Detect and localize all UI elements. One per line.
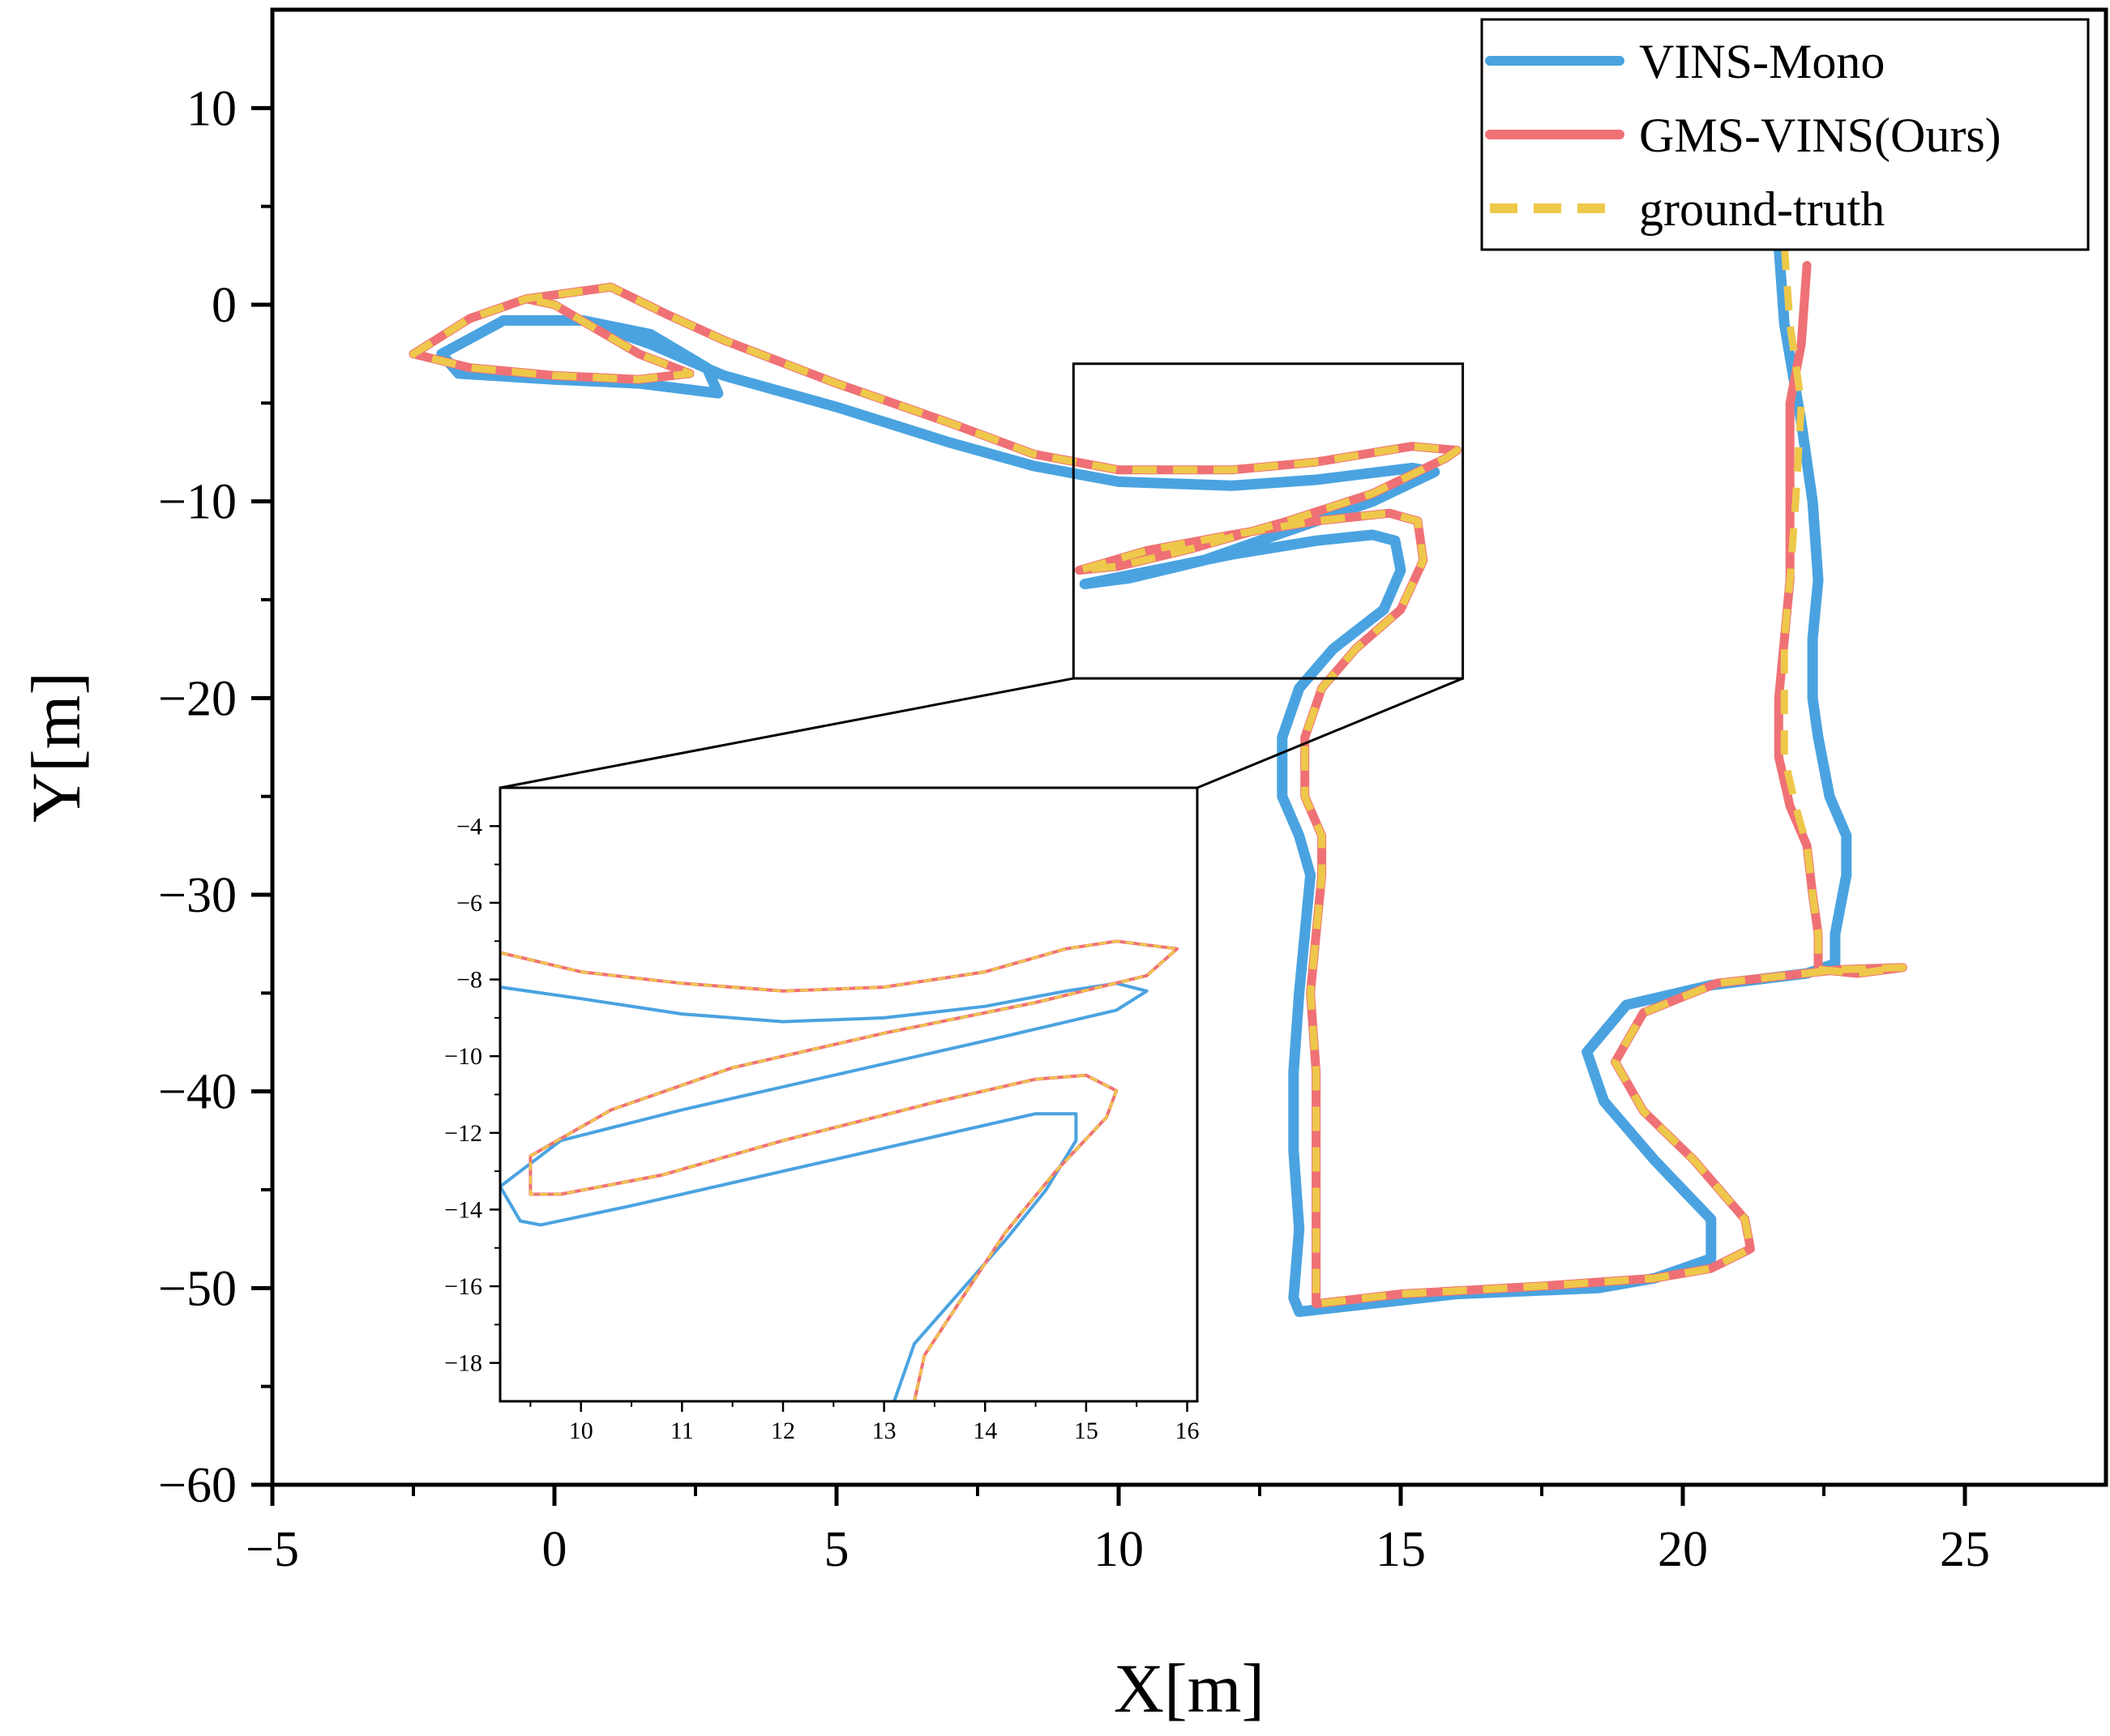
inset-y-tick-label: −10 <box>444 1043 482 1070</box>
inset-plot-lines <box>500 939 1179 1401</box>
inset-x-tick-label: 16 <box>1175 1417 1200 1444</box>
x-axis-title: X[m] <box>1114 1649 1265 1727</box>
legend-label-ground-truth: ground-truth <box>1639 182 1885 236</box>
inset-y-tick-label: −16 <box>444 1273 482 1300</box>
inset-y-tick-label: −14 <box>444 1196 482 1223</box>
inset-background <box>500 788 1197 1401</box>
y-tick-label: 10 <box>186 81 237 136</box>
inset-y-tick-label: −18 <box>444 1350 482 1377</box>
inset-x-tick-label: 12 <box>771 1417 795 1444</box>
inset-x-tick-label: 10 <box>569 1417 593 1444</box>
inset-series-ground-truth <box>500 939 1179 1401</box>
zoom-indicator <box>499 362 1465 789</box>
legend: VINS-Mono GMS-VINS(Ours) ground-truth <box>1480 18 2090 251</box>
zoom-connector-right <box>1196 677 1464 789</box>
inset-x-tick-label: 14 <box>973 1417 997 1444</box>
main-series-vins-mono <box>436 240 1852 1317</box>
x-tick-label: 25 <box>1940 1522 1990 1577</box>
legend-label-gms-vins: GMS-VINS(Ours) <box>1639 109 2001 162</box>
y-tick-label: −40 <box>158 1065 237 1120</box>
inset-x-tick-label: 15 <box>1074 1417 1098 1444</box>
inset-y-tick-label: −6 <box>456 890 482 917</box>
zoom-box <box>1072 362 1465 680</box>
legend-label-vins-mono: VINS-Mono <box>1639 35 1885 88</box>
plot-frame <box>270 7 2108 1487</box>
y-tick-label: −20 <box>158 671 237 726</box>
y-tick-label: 0 <box>212 278 237 333</box>
zoom-connector-left <box>499 677 1074 789</box>
inset-y-tick-label: −4 <box>456 813 482 840</box>
inset-y-tick-label: −12 <box>444 1120 482 1147</box>
y-tick-label: −50 <box>158 1261 237 1316</box>
y-tick-label: −10 <box>158 475 237 530</box>
inset-x-tick-label: 13 <box>872 1417 897 1444</box>
x-tick-label: 15 <box>1376 1522 1426 1577</box>
x-tick-label: 10 <box>1094 1522 1144 1577</box>
y-axis-title: Y[m] <box>17 672 95 823</box>
x-tick-label: 20 <box>1658 1522 1708 1577</box>
x-tick-label: −5 <box>246 1522 299 1577</box>
main-plot-lines <box>409 240 1907 1317</box>
x-tick-label: 0 <box>542 1522 567 1577</box>
y-tick-label: −30 <box>158 868 237 923</box>
x-tick-label: 5 <box>824 1522 850 1577</box>
inset-x-tick-label: 11 <box>670 1417 694 1444</box>
inset-axes: 10 11 12 13 14 15 16 −4 −6 −8 −10 −12 −14 −16 −18 <box>444 813 1199 1444</box>
y-tick-label: −60 <box>158 1458 237 1513</box>
main-series-ground-truth <box>409 245 1907 1308</box>
inset-y-tick-label: −8 <box>456 967 482 994</box>
